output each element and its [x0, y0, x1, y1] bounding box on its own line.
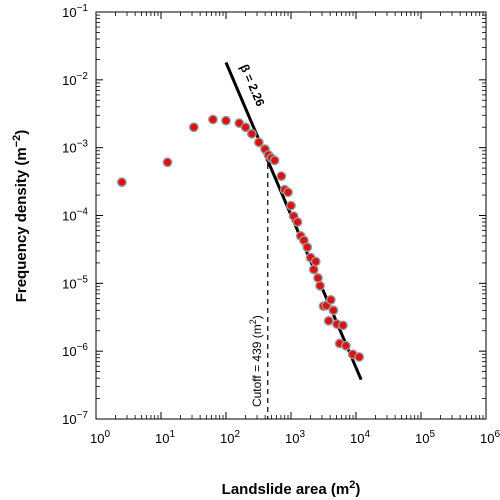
- y-tick-label: 10−1: [62, 3, 88, 20]
- data-point: [313, 273, 323, 283]
- x-tick-label-exp: 6: [494, 429, 500, 440]
- data-point: [208, 114, 218, 125]
- data-point: [162, 157, 173, 168]
- y-tick-label-exp: −7: [77, 410, 89, 421]
- x-axis-title-end: ): [355, 481, 360, 498]
- y-tick-label: 10−4: [62, 207, 88, 224]
- x-tick-label-base: 10: [415, 431, 429, 446]
- data-point: [286, 200, 296, 211]
- y-tick-label-exp: −2: [77, 71, 89, 82]
- data-point: [283, 187, 293, 198]
- data-point: [310, 256, 321, 267]
- y-axis-title-sup: −2: [11, 135, 23, 148]
- data-point: [292, 217, 303, 227]
- x-tick-label-exp: 4: [364, 429, 370, 440]
- data-point: [269, 155, 280, 166]
- data-point: [246, 128, 257, 139]
- x-axis-title: Landslide area (m2): [222, 479, 361, 498]
- y-tick-label-base: 10: [62, 412, 76, 427]
- x-tick-label-base: 10: [350, 431, 364, 446]
- x-tick-label: 103: [285, 429, 305, 446]
- x-tick-label-exp: 3: [299, 429, 305, 440]
- y-tick-label: 10−2: [62, 71, 88, 88]
- x-tick-label-base: 10: [480, 431, 494, 446]
- cutoff-label: Cutoff = 439 (m2): [248, 315, 264, 407]
- data-point: [338, 320, 348, 331]
- x-tick-label-exp: 1: [169, 429, 175, 440]
- y-tick-label-base: 10: [62, 209, 76, 224]
- x-tick-label-exp: 2: [234, 429, 240, 440]
- y-tick-label: 10−6: [62, 342, 88, 359]
- data-point: [188, 122, 199, 133]
- data-point: [323, 315, 334, 326]
- axis-ticks: [95, 11, 487, 420]
- y-tick-label: 10−7: [62, 410, 88, 427]
- y-tick-label: 10−5: [62, 274, 88, 291]
- x-tick-label: 106: [480, 429, 500, 446]
- y-tick-label-base: 10: [62, 344, 76, 359]
- data-point: [325, 294, 336, 305]
- cutoff-label-end: ): [250, 315, 264, 319]
- cutoff-label-sup: 2: [248, 319, 258, 324]
- y-tick-label-exp: −4: [77, 207, 89, 218]
- x-axis-title-text: Landslide area (m: [222, 481, 350, 498]
- y-axis-title-end: ): [13, 130, 30, 135]
- data-point: [341, 340, 351, 351]
- y-tick-label-base: 10: [62, 141, 76, 156]
- y-tick-label: 10−3: [62, 139, 88, 156]
- data-point: [302, 242, 313, 253]
- y-axis-title-text: Frequency density (m: [13, 147, 30, 302]
- y-tick-label-base: 10: [62, 5, 76, 20]
- y-tick-label-exp: −1: [77, 3, 89, 14]
- data-point: [116, 177, 127, 188]
- axis-tick-labels: 100 101 102 103 104 105 10610−710−610−510−410−…: [62, 3, 500, 446]
- x-tick-label-base: 10: [90, 431, 104, 446]
- y-axis-title: Frequency density (m−2): [11, 130, 30, 303]
- x-tick-label: 102: [220, 429, 240, 446]
- x-tick-label-base: 10: [155, 431, 169, 446]
- data-points: [116, 114, 365, 362]
- x-axis-title-sup: 2: [349, 479, 355, 491]
- y-tick-label-exp: −5: [77, 274, 89, 285]
- data-point: [308, 264, 319, 275]
- cutoff-label-text: Cutoff = 439 (m: [250, 324, 264, 407]
- data-point: [240, 122, 251, 133]
- x-tick-label: 100: [90, 429, 110, 446]
- y-tick-label-base: 10: [62, 73, 76, 88]
- data-point: [253, 137, 264, 148]
- data-point: [221, 115, 231, 126]
- x-tick-label: 101: [155, 429, 175, 446]
- data-point: [315, 280, 325, 291]
- x-tick-label-exp: 5: [429, 429, 435, 440]
- y-tick-label-exp: −6: [77, 342, 89, 353]
- data-point: [328, 305, 339, 316]
- x-tick-label: 104: [350, 429, 370, 446]
- y-tick-label-exp: −3: [77, 139, 89, 150]
- data-point: [354, 352, 365, 362]
- x-tick-label-base: 10: [220, 431, 234, 446]
- x-tick-label-base: 10: [285, 431, 299, 446]
- x-tick-label: 105: [415, 429, 435, 446]
- data-point: [276, 171, 287, 182]
- x-tick-label-exp: 0: [104, 429, 110, 440]
- y-tick-label-base: 10: [62, 276, 76, 291]
